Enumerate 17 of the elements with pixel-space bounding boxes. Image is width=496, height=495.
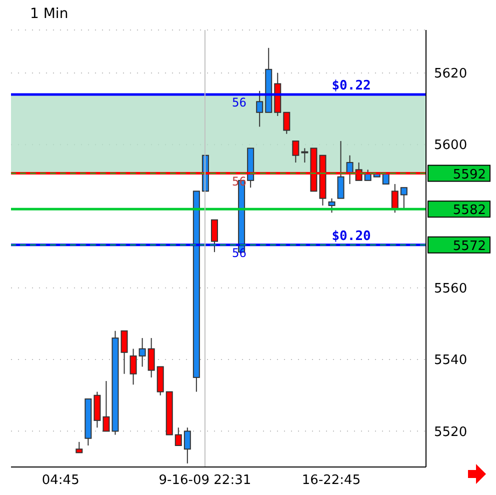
chart-title: 1 Min [30, 6, 68, 22]
x-tick-label: 04:45 [42, 473, 80, 488]
y-tick-label: 5560 [434, 282, 468, 297]
ref-line-label: 5572 [452, 238, 486, 254]
annotation: 56 [232, 246, 246, 260]
ref-line-label: 5582 [452, 203, 486, 218]
y-tick-label: 5540 [434, 353, 468, 368]
annotation: 56 [232, 95, 246, 110]
annotation: 56 [232, 174, 246, 188]
y-tick-label: 5620 [434, 66, 468, 82]
x-tick-label: 9-16-09 22:31 [158, 473, 252, 488]
annotation: $0.22 [332, 78, 371, 94]
y-tick-label: 5520 [434, 424, 468, 440]
ref-line-label: 5592 [452, 167, 486, 182]
annotation: $0.20 [332, 228, 372, 244]
y-tick-label: 5600 [434, 138, 468, 154]
x-tick-label: 16-22:45 [302, 473, 361, 488]
